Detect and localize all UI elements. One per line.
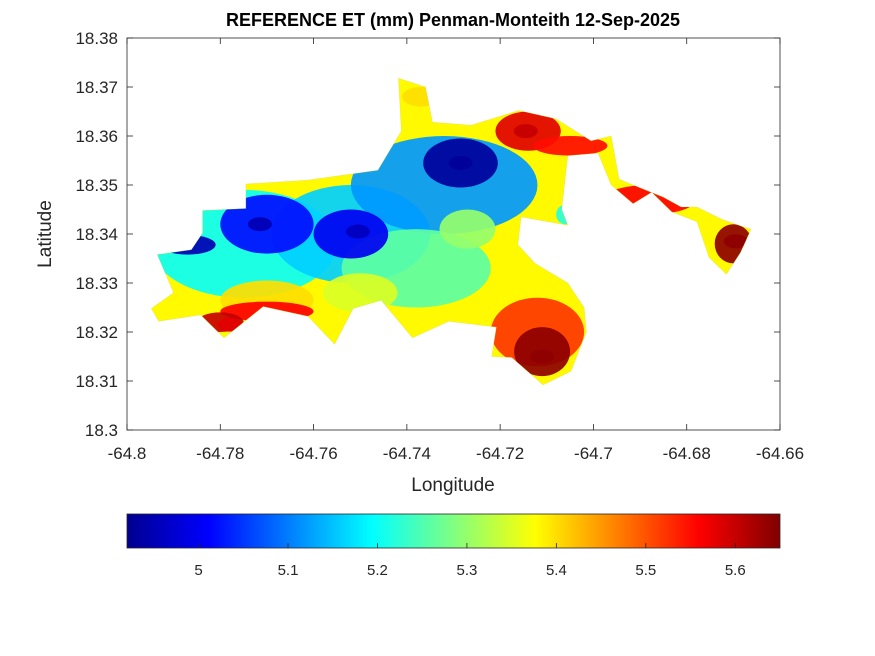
island-outline <box>150 77 752 386</box>
y-tick-label: 18.37 <box>75 78 118 97</box>
x-axis-label: Longitude <box>411 475 494 496</box>
y-tick-label: 18.32 <box>75 323 118 342</box>
colorbar-tick-label: 5.2 <box>367 562 388 579</box>
colorbar-tick-label: 5.1 <box>278 562 299 579</box>
y-tick-label: 18.33 <box>75 274 118 293</box>
y-axis: 18.3 18.31 18.32 18.33 18.34 18.35 18.36 18.37 1… <box>75 29 780 440</box>
colorbar-tick-label: 5.4 <box>546 562 567 579</box>
x-tick-label: -64.66 <box>756 444 804 463</box>
y-tick-label: 18.35 <box>75 176 118 195</box>
et-region <box>439 209 496 249</box>
colorbar-tick-label: 5.3 <box>456 562 477 579</box>
et-extreme-patch <box>448 155 473 170</box>
x-tick-label: -64.68 <box>663 444 711 463</box>
et-extreme-patch <box>530 349 555 364</box>
x-tick-label: -64.8 <box>108 444 147 463</box>
colorbar: 5 5.1 5.2 5.3 5.4 5.5 5.6 <box>126 513 781 579</box>
et-extreme-patch <box>217 317 242 332</box>
et-extreme-patch <box>723 234 748 249</box>
et-region <box>532 136 608 156</box>
x-tick-label: -64.76 <box>289 444 337 463</box>
colorbar-tick-label: 5 <box>194 562 202 579</box>
x-tick-label: -64.74 <box>383 444 431 463</box>
y-tick-label: 18.34 <box>75 225 118 244</box>
et-extreme-patch <box>345 224 370 239</box>
chart-title: REFERENCE ET (mm) Penman-Monteith 12-Sep… <box>226 10 680 30</box>
x-tick-label: -64.78 <box>196 444 244 463</box>
y-tick-label: 18.38 <box>75 29 118 48</box>
y-tick-label: 18.31 <box>75 372 118 391</box>
x-axis: -64.8 -64.78 -64.76 -64.74 -64.72 -64.7 -64.68… <box>108 38 804 463</box>
y-tick-label: 18.3 <box>85 421 118 440</box>
et-extreme-patch <box>247 217 272 232</box>
colorbar-tick-label: 5.5 <box>635 562 656 579</box>
colorbar-gradient <box>126 513 781 549</box>
x-tick-label: -64.7 <box>574 444 613 463</box>
y-tick-label: 18.36 <box>75 127 118 146</box>
colorbar-tick-label: 5.6 <box>725 562 746 579</box>
y-axis-label: Latitude <box>35 200 56 268</box>
x-tick-label: -64.72 <box>476 444 524 463</box>
et-extreme-patch <box>513 124 538 139</box>
